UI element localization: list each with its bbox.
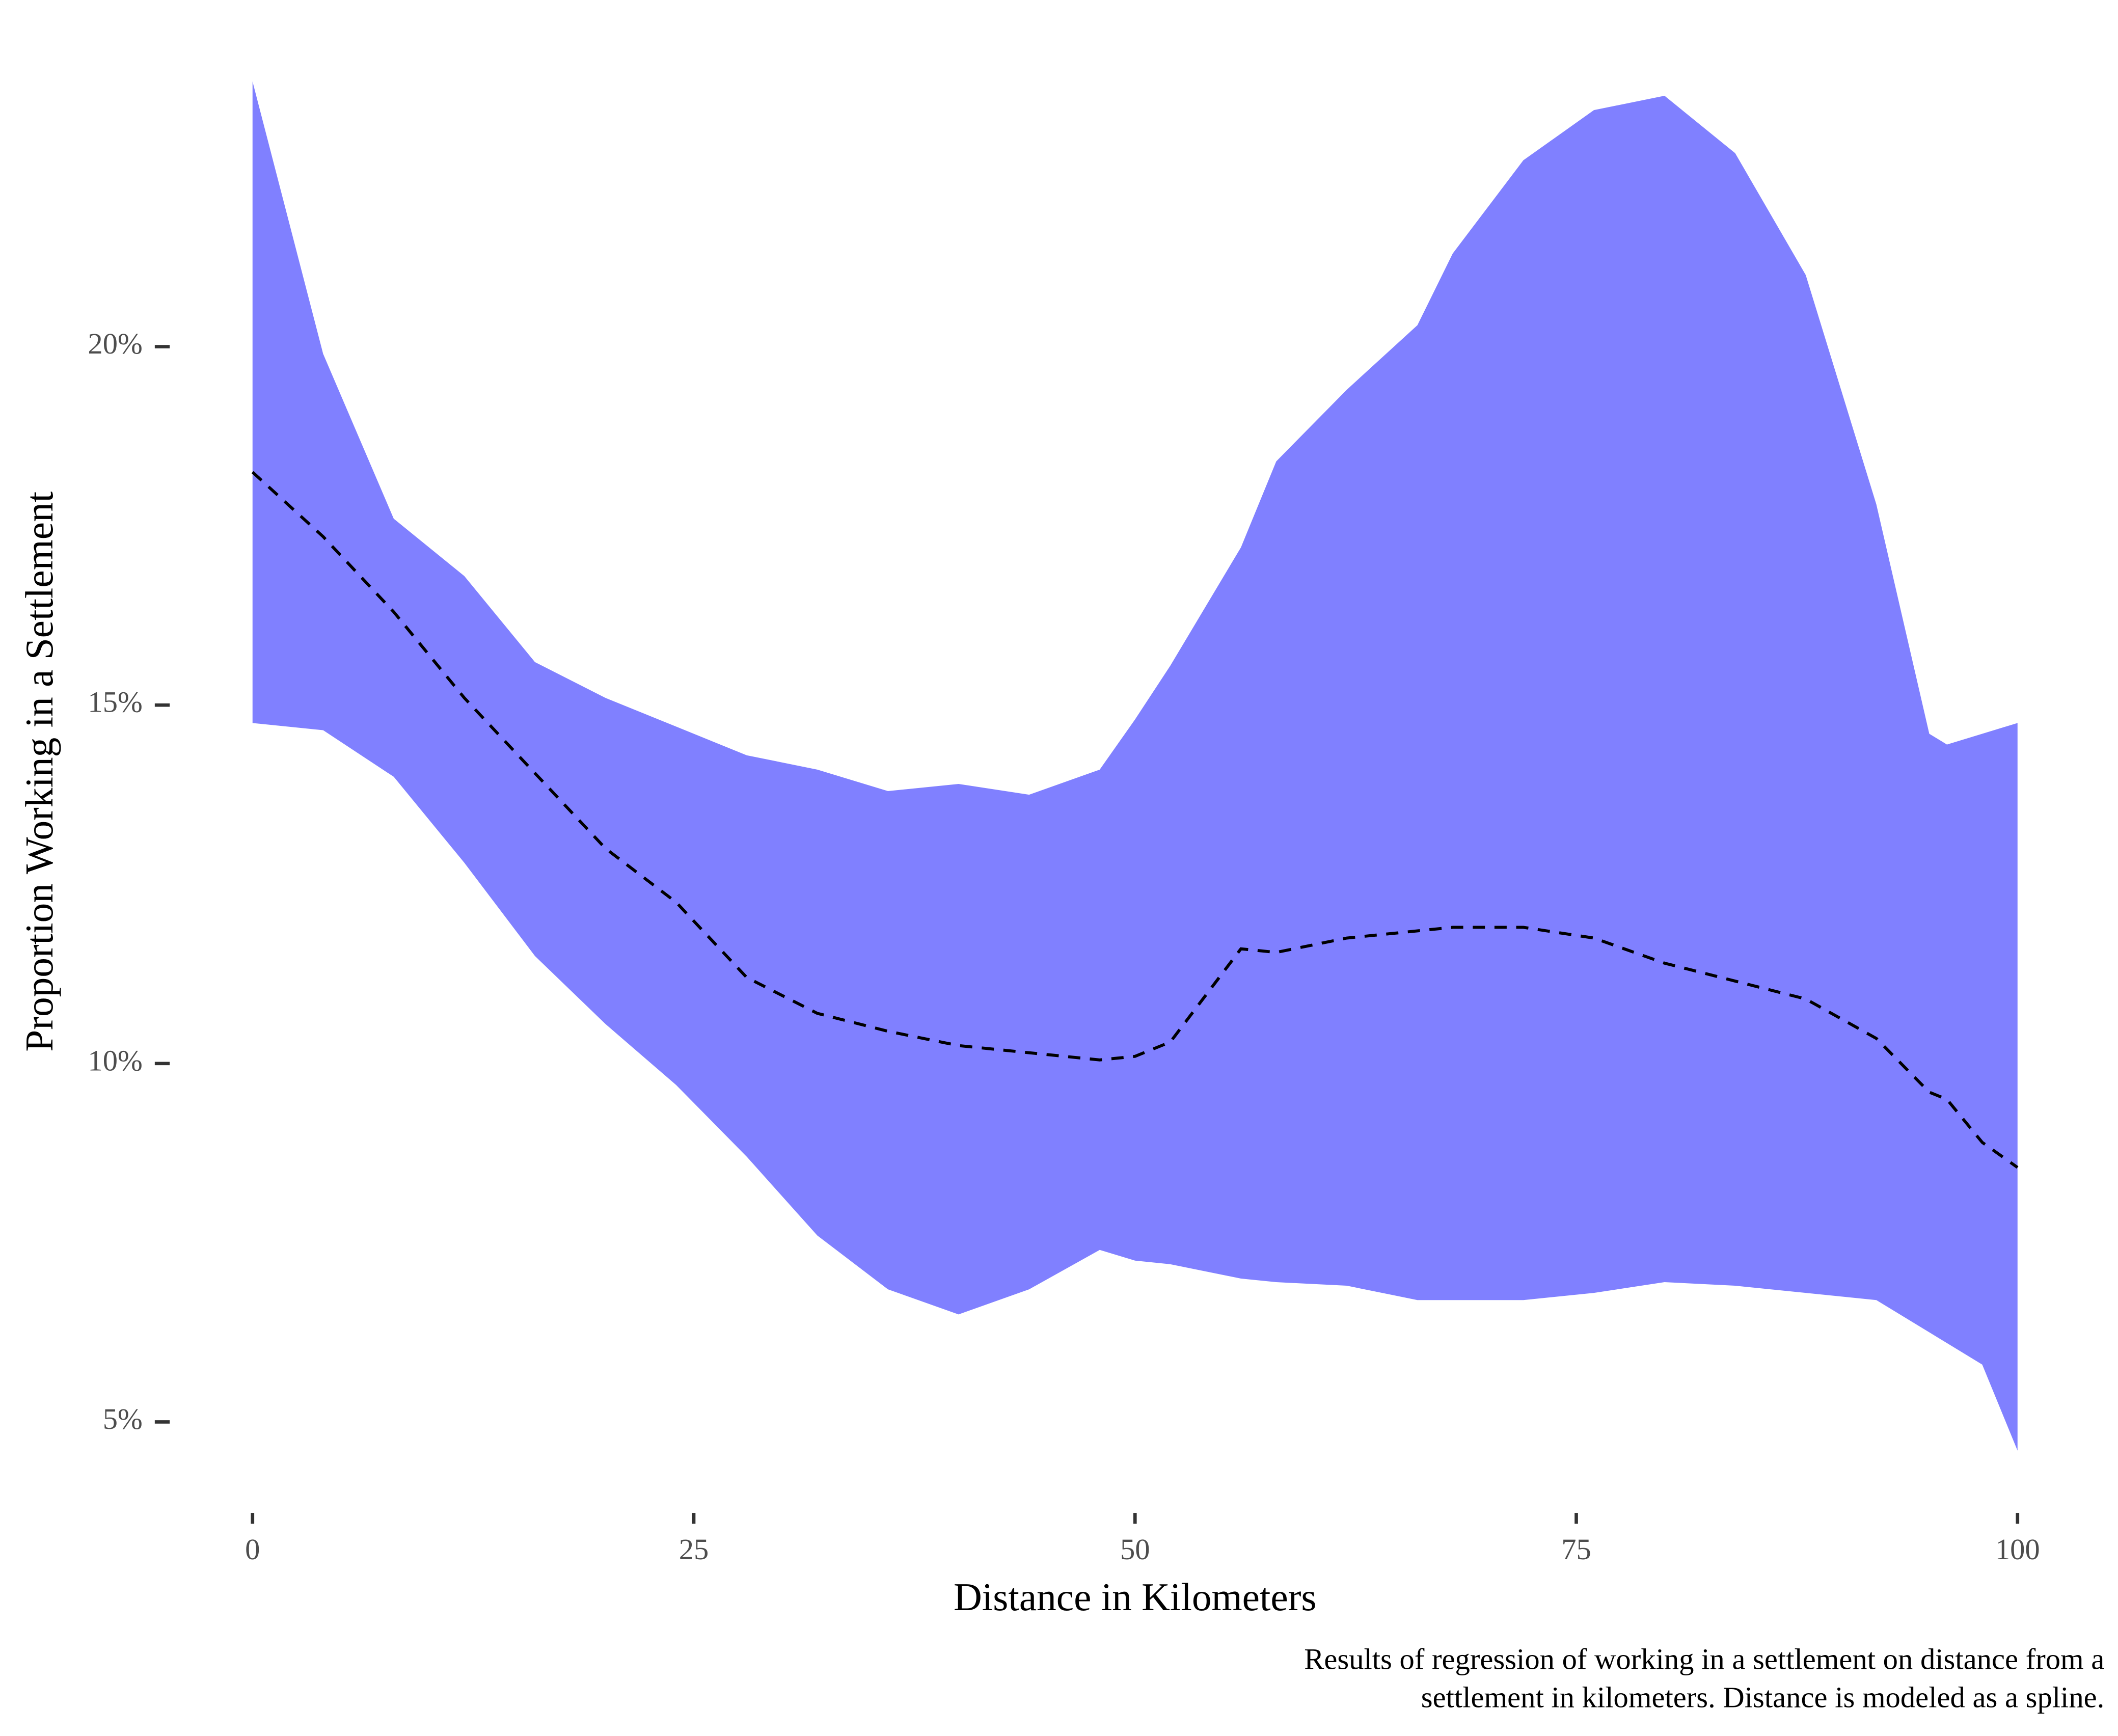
x-axis-title: Distance in Kilometers (954, 1575, 1317, 1619)
x-tick-label: 50 (1120, 1533, 1150, 1566)
x-tick-label: 100 (1995, 1533, 2040, 1566)
y-tick-label: 20% (88, 327, 142, 360)
y-tick-label: 5% (103, 1402, 143, 1435)
caption: settlement in kilometers. Distance is mo… (1421, 1680, 2105, 1714)
y-tick-label: 15% (88, 686, 142, 719)
fit-line (251, 471, 2019, 1169)
y-axis-title: Proportion Working in a Settlement (17, 491, 61, 1051)
confidence-band (252, 81, 2018, 1451)
x-tick-label: 0 (245, 1533, 260, 1566)
caption: Results of regression of working in a se… (1304, 1643, 2104, 1676)
y-tick-label: 10% (88, 1044, 142, 1077)
x-tick-label: 25 (679, 1533, 709, 1566)
x-tick-label: 75 (1561, 1533, 1591, 1566)
